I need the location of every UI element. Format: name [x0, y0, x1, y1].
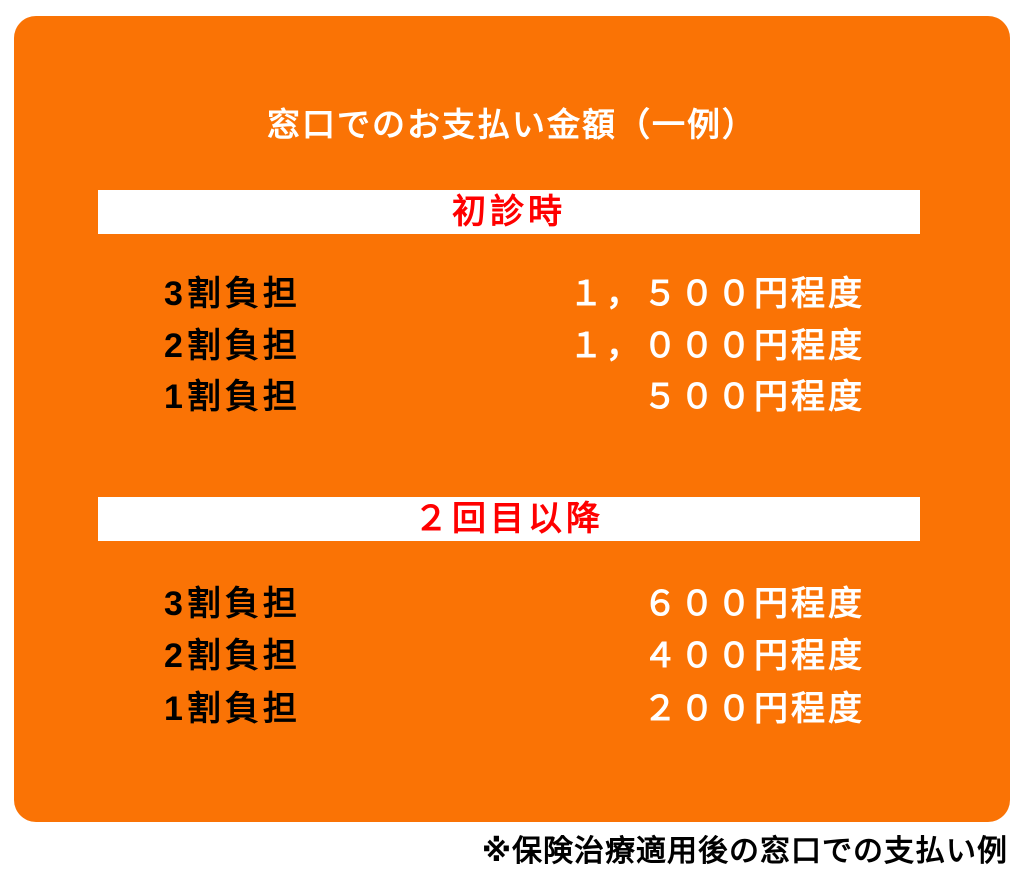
fee-row-value: ５００円程度 [643, 378, 865, 416]
fee-row-value: ４００円程度 [643, 637, 865, 675]
fee-row-label: 3割負担 [164, 275, 301, 313]
fee-row-label: 3割負担 [164, 585, 301, 623]
fee-row: 1割負担 ２００円程度 [164, 690, 865, 728]
fee-row-value: ２００円程度 [643, 690, 865, 728]
fee-row-label: 2割負担 [164, 327, 301, 365]
section-followup-banner: ２回目以降 [98, 497, 920, 541]
fee-row-label: 1割負担 [164, 690, 301, 728]
fee-row-value: ６００円程度 [643, 585, 865, 623]
section-first-visit-banner: 初診時 [98, 190, 920, 234]
fee-row: 2割負担 １，０００円程度 [164, 327, 865, 365]
fee-row: 2割負担 ４００円程度 [164, 637, 865, 675]
page-title: 窓口でのお支払い金額（一例） [267, 106, 757, 143]
section-first-visit-heading: 初診時 [452, 193, 566, 231]
fee-row-label: 1割負担 [164, 378, 301, 416]
section-followup-heading: ２回目以降 [414, 500, 604, 538]
fee-row: 3割負担 １，５００円程度 [164, 275, 865, 313]
payment-example-card: 窓口でのお支払い金額（一例） 初診時 3割負担 １，５００円程度 2割負担 １，… [14, 16, 1010, 822]
footnote-text: ※保険治療適用後の窓口での支払い例 [481, 835, 1008, 868]
fee-row-value: １，０００円程度 [569, 327, 865, 365]
fee-row-label: 2割負担 [164, 637, 301, 675]
fee-row: 1割負担 ５００円程度 [164, 378, 865, 416]
fee-row: 3割負担 ６００円程度 [164, 585, 865, 623]
fee-row-value: １，５００円程度 [569, 275, 865, 313]
